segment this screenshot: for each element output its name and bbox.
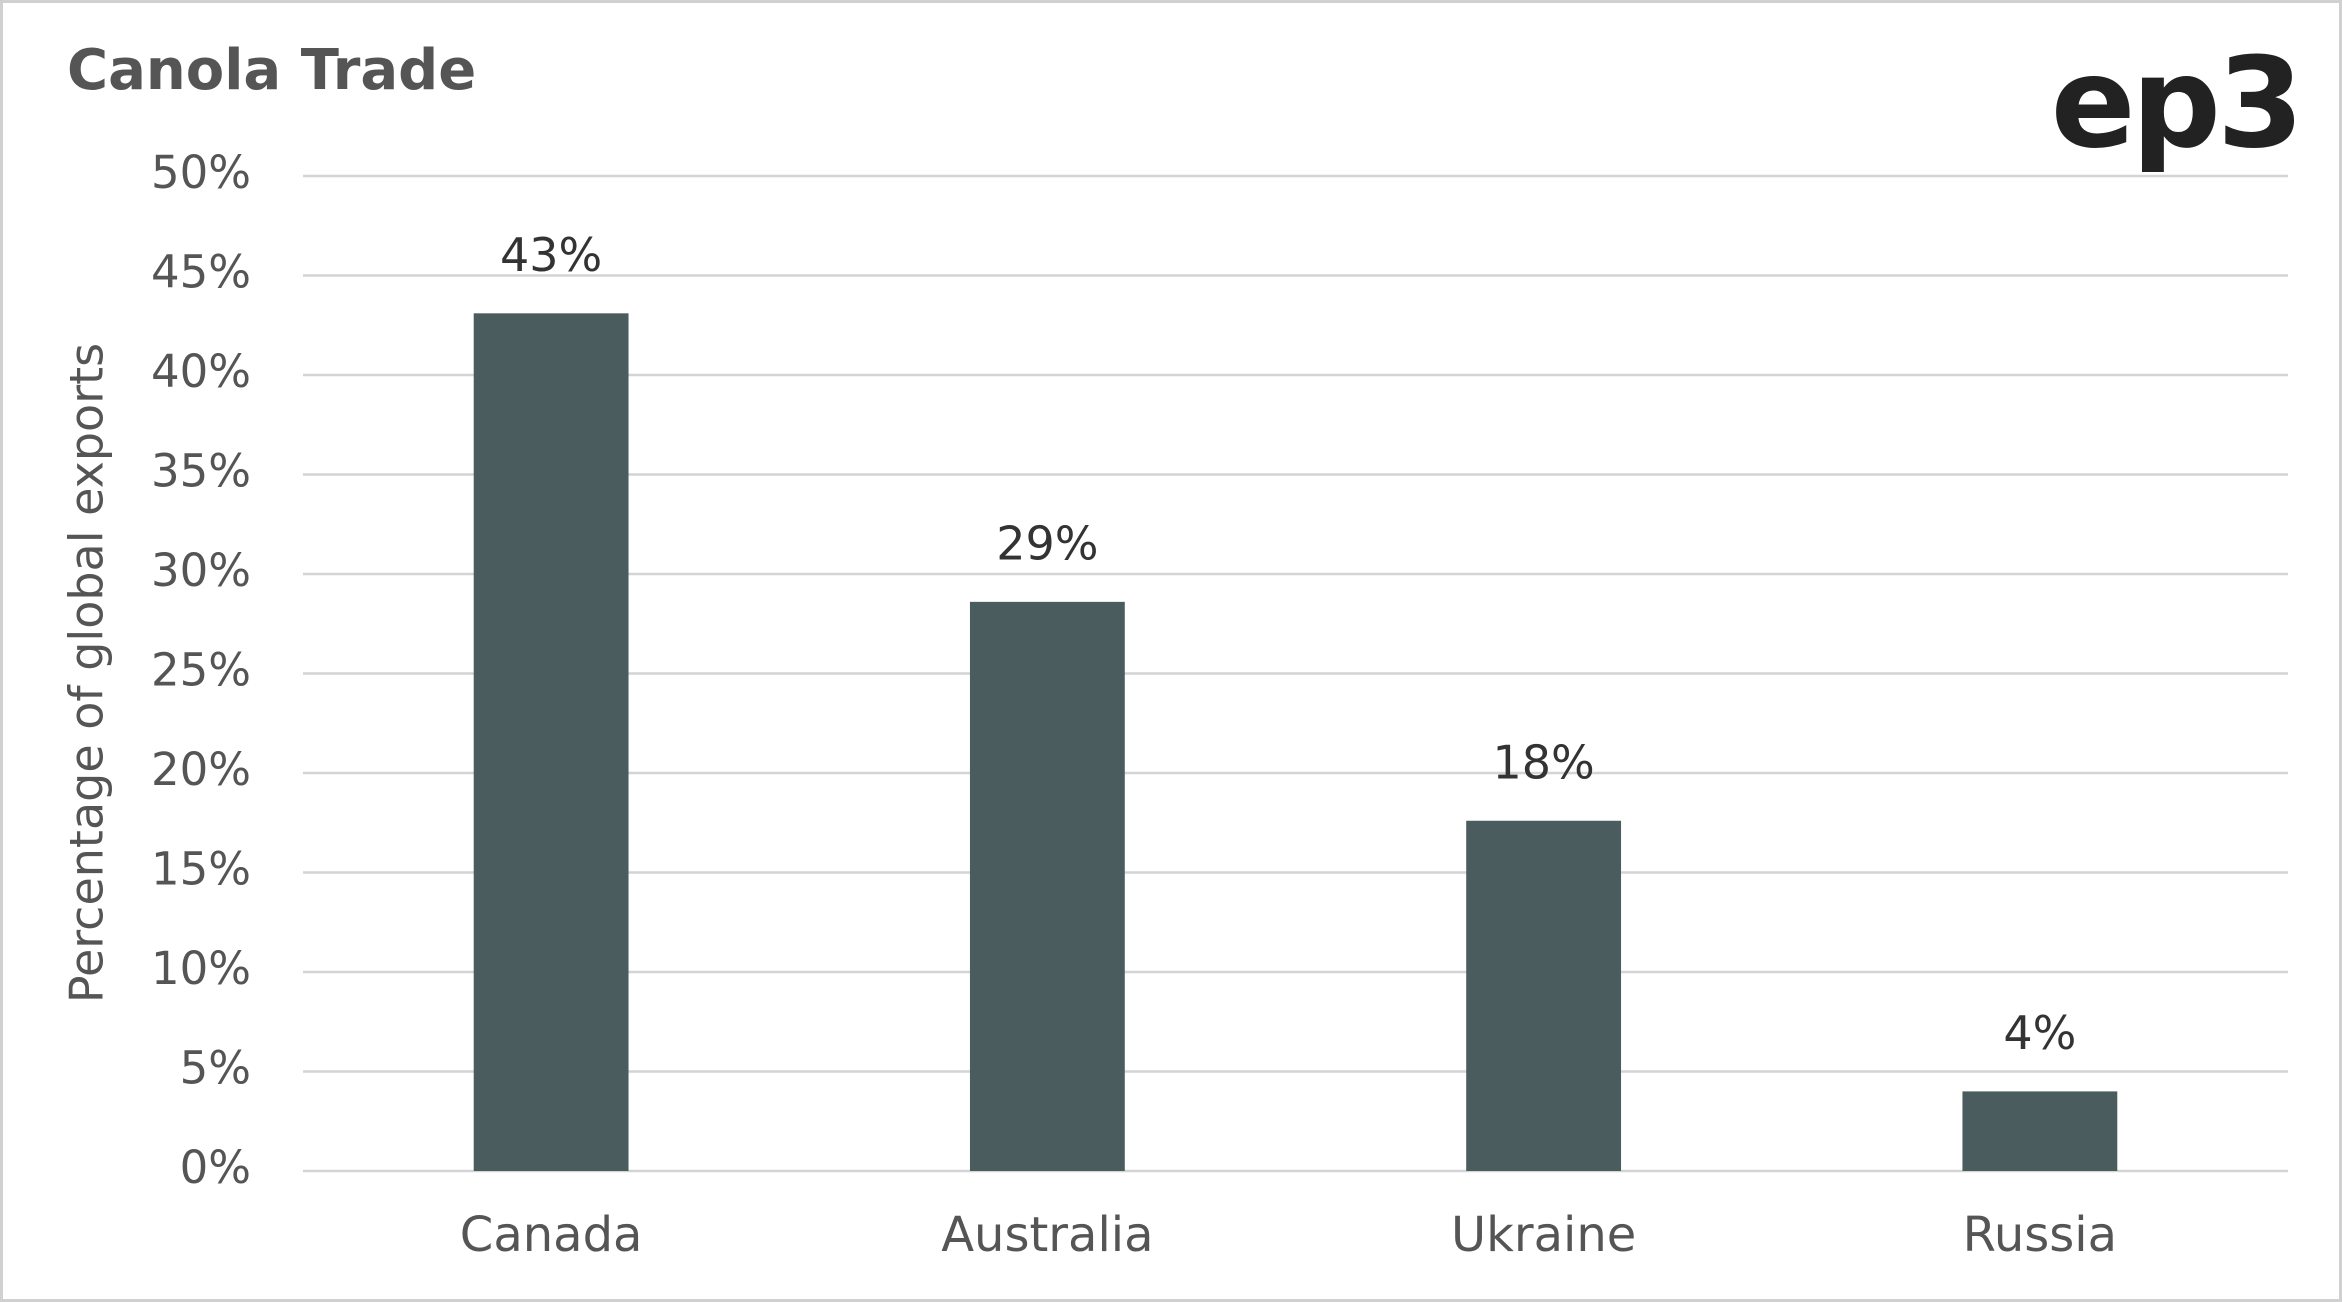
x-tick-label: Canada [460, 1207, 643, 1263]
y-tick-label: 20% [151, 743, 251, 796]
x-tick-label: Australia [941, 1207, 1153, 1263]
x-tick-label: Russia [1963, 1207, 2117, 1263]
value-label: 18% [1493, 735, 1595, 789]
y-tick-label: 45% [151, 246, 251, 299]
y-tick-label: 0% [180, 1141, 251, 1194]
y-tick-label: 40% [151, 345, 251, 398]
bar [1962, 1091, 2118, 1171]
y-tick-label: 5% [180, 1042, 251, 1095]
bar [969, 601, 1125, 1171]
x-tick-label: Ukraine [1451, 1207, 1636, 1263]
logo: ep3 [2051, 31, 2300, 176]
value-label: 43% [500, 228, 602, 282]
y-tick-label: 10% [151, 942, 251, 995]
chart-title: Canola Trade [67, 38, 476, 103]
bar [473, 313, 629, 1171]
y-tick-label: 50% [151, 146, 251, 199]
value-label: 4% [2003, 1006, 2076, 1060]
value-label: 29% [996, 516, 1098, 570]
y-tick-label: 15% [151, 843, 251, 896]
y-axis-title: Percentage of global exports [60, 343, 114, 1003]
y-tick-label: 30% [151, 544, 251, 597]
y-tick-label: 35% [151, 445, 251, 498]
y-tick-label: 25% [151, 644, 251, 697]
bar [1466, 820, 1622, 1171]
